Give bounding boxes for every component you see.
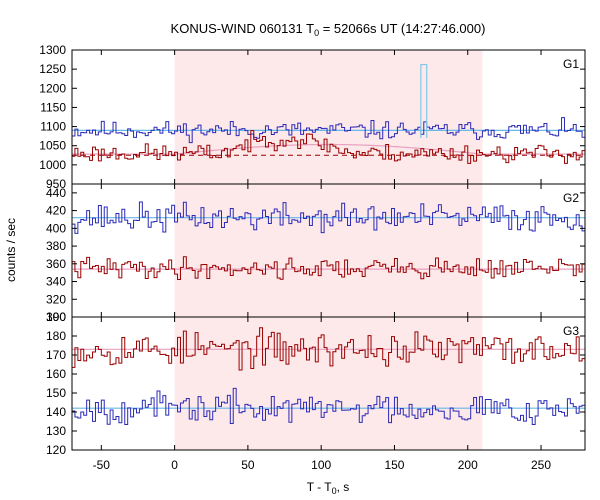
x-tick-label: 150 [384, 458, 404, 472]
x-tick-label: 100 [311, 458, 331, 472]
y-tick-label: 950 [46, 177, 66, 191]
chart-title: KONUS-WIND 060131 T0 = 52066s UT (14:27:… [171, 21, 486, 38]
y-tick-label: 140 [46, 405, 66, 419]
series-g2-1 [72, 256, 585, 280]
x-tick-label: 0 [171, 458, 178, 472]
y-tick-label: 400 [46, 221, 66, 235]
y-tick-label: 420 [46, 204, 66, 218]
series-g1-1 [72, 130, 585, 164]
y-tick-label: 160 [46, 367, 66, 381]
y-tick-label: 360 [46, 257, 66, 271]
series-g2-0 [72, 201, 585, 234]
y-tick-label: 340 [46, 275, 66, 289]
y-tick-label: 1000 [39, 158, 66, 172]
y-tick-label: 380 [46, 239, 66, 253]
x-tick-label: 50 [241, 458, 255, 472]
spike-g1 [420, 63, 428, 139]
x-tick-label: 250 [531, 458, 551, 472]
y-tick-label: 130 [46, 424, 66, 438]
y-tick-label: 150 [46, 386, 66, 400]
panel-label-g2: G2 [563, 191, 579, 205]
y-tick-label: 440 [46, 186, 66, 200]
panels-layer: 9501000105011001150120012501300G13003203… [39, 43, 586, 472]
x-axis-title: T - T0, s [307, 480, 350, 496]
panel-frame-g3 [71, 316, 586, 451]
panel-label-g1: G1 [563, 57, 579, 71]
y-tick-label: 320 [46, 292, 66, 306]
y-axis-title: counts / sec [4, 218, 18, 282]
x-tick-label: -50 [93, 458, 111, 472]
y-tick-label: 190 [46, 310, 66, 324]
y-tick-label: 300 [46, 310, 66, 324]
y-tick-label: 1200 [39, 81, 66, 95]
panel-g3: 120 130 140 150 160 170 180 190 G3 [46, 310, 586, 457]
y-tick-label: 1300 [39, 43, 66, 57]
series-g3-1 [72, 387, 585, 426]
y-tick-label: 120 [46, 443, 66, 457]
panel-label-g3: G3 [563, 324, 579, 338]
y-tick-label: 1250 [39, 62, 66, 76]
y-tick-label: 1150 [40, 100, 66, 114]
panel-g1: 950 1000 1050 1100 1150 1200 1250 1300 G1 [39, 43, 586, 191]
series-g3-0 [72, 327, 585, 371]
shaded-interval [174, 50, 483, 450]
x-tick-label: 200 [458, 458, 478, 472]
y-tick-label: 170 [46, 348, 66, 362]
y-tick-label: 1100 [40, 120, 66, 134]
y-tick-label: 1050 [39, 139, 66, 153]
series-g1-0 [72, 117, 585, 144]
y-tick-label: 180 [46, 329, 66, 343]
